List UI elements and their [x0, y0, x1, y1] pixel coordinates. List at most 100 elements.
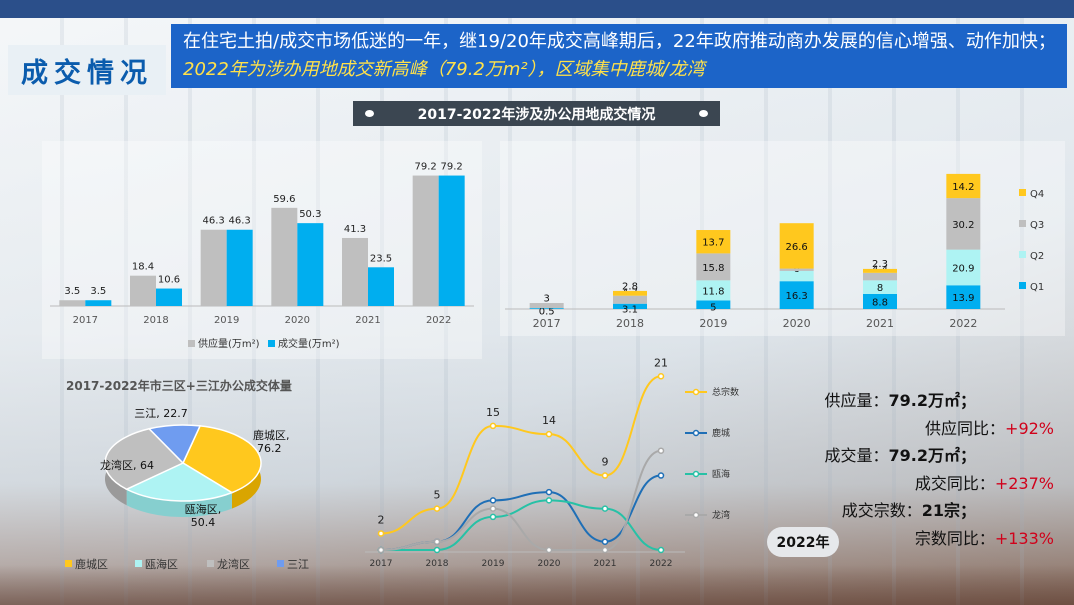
- section-title-box: 成交情况: [8, 45, 166, 95]
- summary-banner: 在住宅土拍/成交市场低迷的一年，继19/20年成交高峰期后，22年政府推动商办发…: [171, 24, 1067, 88]
- kpi-deal-value: 79.2万㎡；: [888, 446, 976, 465]
- pie-side-瓯海区: [126, 489, 232, 517]
- bar-label-deal-2019: 46.3: [229, 216, 251, 227]
- chart1-panel: [42, 141, 482, 359]
- bar-deal-2017: [85, 300, 112, 306]
- pie-label-三江: 三江, 22.7: [134, 407, 188, 420]
- point-龙湾-2017: [377, 546, 385, 554]
- point-龙湾-2022: [657, 447, 665, 454]
- bar-deal-2020: [297, 223, 324, 306]
- stack-Q2-2022: [946, 249, 981, 286]
- stack-label-Q3-2019: 15.8: [702, 263, 724, 274]
- x-tick-2021: 2021: [355, 315, 380, 326]
- bar-deal-2019: [226, 229, 253, 306]
- kpi-count-value: 21宗；: [921, 501, 976, 520]
- pie-slice-鹿城区: [182, 425, 262, 494]
- stack-label-Q4-2022: 14.2: [952, 182, 974, 193]
- x-tick-2020: 2020: [783, 317, 811, 330]
- legend-label-Q4: Q4: [1030, 189, 1044, 200]
- x-tick-2022: 2022: [650, 559, 673, 569]
- x-tick-2022: 2022: [426, 315, 451, 326]
- pie-label-name-鹿城区: 鹿城区,: [253, 428, 290, 442]
- legend-label-鹿城: 鹿城: [712, 427, 730, 439]
- stack-Q1-2021: [863, 293, 897, 309]
- bar-label-deal-2020: 50.3: [299, 209, 321, 220]
- kpi-deal: 成交量：79.2万㎡；: [825, 442, 977, 466]
- point-瓯海-2022: [657, 546, 665, 554]
- bar-deal-2022: [438, 175, 465, 306]
- point-总宗数-2018: [433, 505, 441, 512]
- point-鹿城-2022: [657, 472, 665, 479]
- section-title: 成交情况: [21, 57, 153, 89]
- line-总宗数: [380, 375, 662, 535]
- point-label-2019: 15: [486, 406, 500, 419]
- kpi-deal-yoy-label: 成交同比：: [914, 474, 995, 493]
- stack-label-Q4-2020: 26.6: [786, 242, 808, 253]
- point-label-2022: 21: [654, 356, 668, 369]
- legend-swatch-三江: [277, 560, 284, 567]
- stack-Q4-2021: [863, 268, 897, 273]
- stack-Q3-2019: [696, 253, 731, 281]
- banner-dot-left: [365, 110, 374, 117]
- legend-label-0: 供应量(万m²): [198, 337, 260, 350]
- x-tick-2019: 2019: [699, 317, 727, 330]
- legend-swatch-0: [188, 340, 195, 347]
- point-龙湾-2020: [545, 546, 553, 554]
- legend-label-鹿城区: 鹿城区: [75, 557, 108, 571]
- bar-deal-2021: [368, 267, 394, 306]
- bar-supply-2021: [342, 237, 368, 306]
- point-label-2020: 14: [542, 414, 556, 427]
- bar-label-supply-2020: 59.6: [273, 194, 295, 205]
- kpi-supply: 供应量：79.2万㎡；: [825, 387, 977, 411]
- point-总宗数-2020: [545, 430, 553, 438]
- stack-Q1-2018: [613, 303, 647, 309]
- quarterly-stacked-bar-chart: 0.5320173.14.72.82018511.815.813.7201916…: [505, 173, 1044, 330]
- stack-Q2-2020: [779, 270, 814, 282]
- bar-label-supply-2018: 18.4: [132, 262, 154, 273]
- kpi-panel: 供应量：79.2万㎡； 供应同比：+92% 成交量：79.2万㎡； 成交同比：+…: [812, 385, 1062, 555]
- x-tick-2017: 2017: [533, 317, 561, 330]
- stack-label-Q2-2022: 20.9: [952, 263, 974, 274]
- pie-slice-瓯海区: [124, 462, 234, 502]
- legend-marker-鹿城: [692, 429, 700, 437]
- stack-Q3-2017: [529, 303, 564, 309]
- legend-marker-龙湾: [692, 511, 700, 519]
- kpi-supply-yoy-value: +92%: [1005, 419, 1054, 438]
- x-tick-2019: 2019: [482, 559, 505, 569]
- kpi-deal-yoy-value: +237%: [994, 474, 1054, 493]
- stack-Q4-2018: [613, 290, 647, 296]
- legend-label-龙湾区: 龙湾区: [217, 557, 250, 571]
- bar-label-deal-2017: 3.5: [90, 286, 106, 297]
- point-总宗数-2019: [489, 422, 497, 430]
- point-龙湾-2019: [489, 505, 497, 512]
- point-瓯海-2018: [433, 546, 441, 554]
- bar-label-deal-2021: 23.5: [370, 253, 392, 264]
- stack-label-Q1-2020: 16.3: [786, 291, 808, 302]
- legend-swatch-龙湾区: [207, 560, 214, 567]
- deal-count-line-chart: 2 5 15 14 9 21 2017 2018 2019 2020 2021 2022 总宗数鹿城瓯海…: [365, 356, 739, 569]
- legend-label-三江: 三江: [287, 558, 309, 571]
- stack-Q1-2020: [779, 281, 814, 309]
- supply-deal-bar-chart: 3.5 3.5 2017 18.4 10.6 2018 46.3 46.3 2019 59.6 50…: [50, 162, 474, 350]
- legend-label-龙湾: 龙湾: [712, 509, 730, 521]
- point-鹿城-2019: [489, 497, 497, 504]
- legend-marker-总宗数: [692, 388, 700, 396]
- pie-slice-三江: [147, 424, 202, 465]
- point-label-2017: 2: [378, 513, 385, 526]
- x-tick-2018: 2018: [143, 315, 168, 326]
- bar-supply-2018: [130, 275, 156, 306]
- bar-supply-2019: [200, 229, 227, 306]
- point-龙湾-2021: [601, 546, 609, 554]
- legend-label-瓯海区: 瓯海区: [145, 557, 178, 571]
- stack-label-Q2-2019: 11.8: [702, 286, 724, 297]
- x-tick-2022: 2022: [949, 317, 977, 330]
- legend-swatch-瓯海区: [135, 560, 142, 567]
- x-tick-2018: 2018: [616, 317, 644, 330]
- x-tick-2020: 2020: [285, 315, 310, 326]
- bar-label-deal-2018: 10.6: [158, 275, 180, 286]
- stack-Q2-2019: [696, 280, 731, 301]
- stack-Q3-2018: [613, 295, 647, 304]
- stack-Q1-2017: [529, 308, 564, 309]
- x-tick-2020: 2020: [538, 559, 561, 569]
- pie-label-龙湾区: 龙湾区, 64: [100, 458, 154, 472]
